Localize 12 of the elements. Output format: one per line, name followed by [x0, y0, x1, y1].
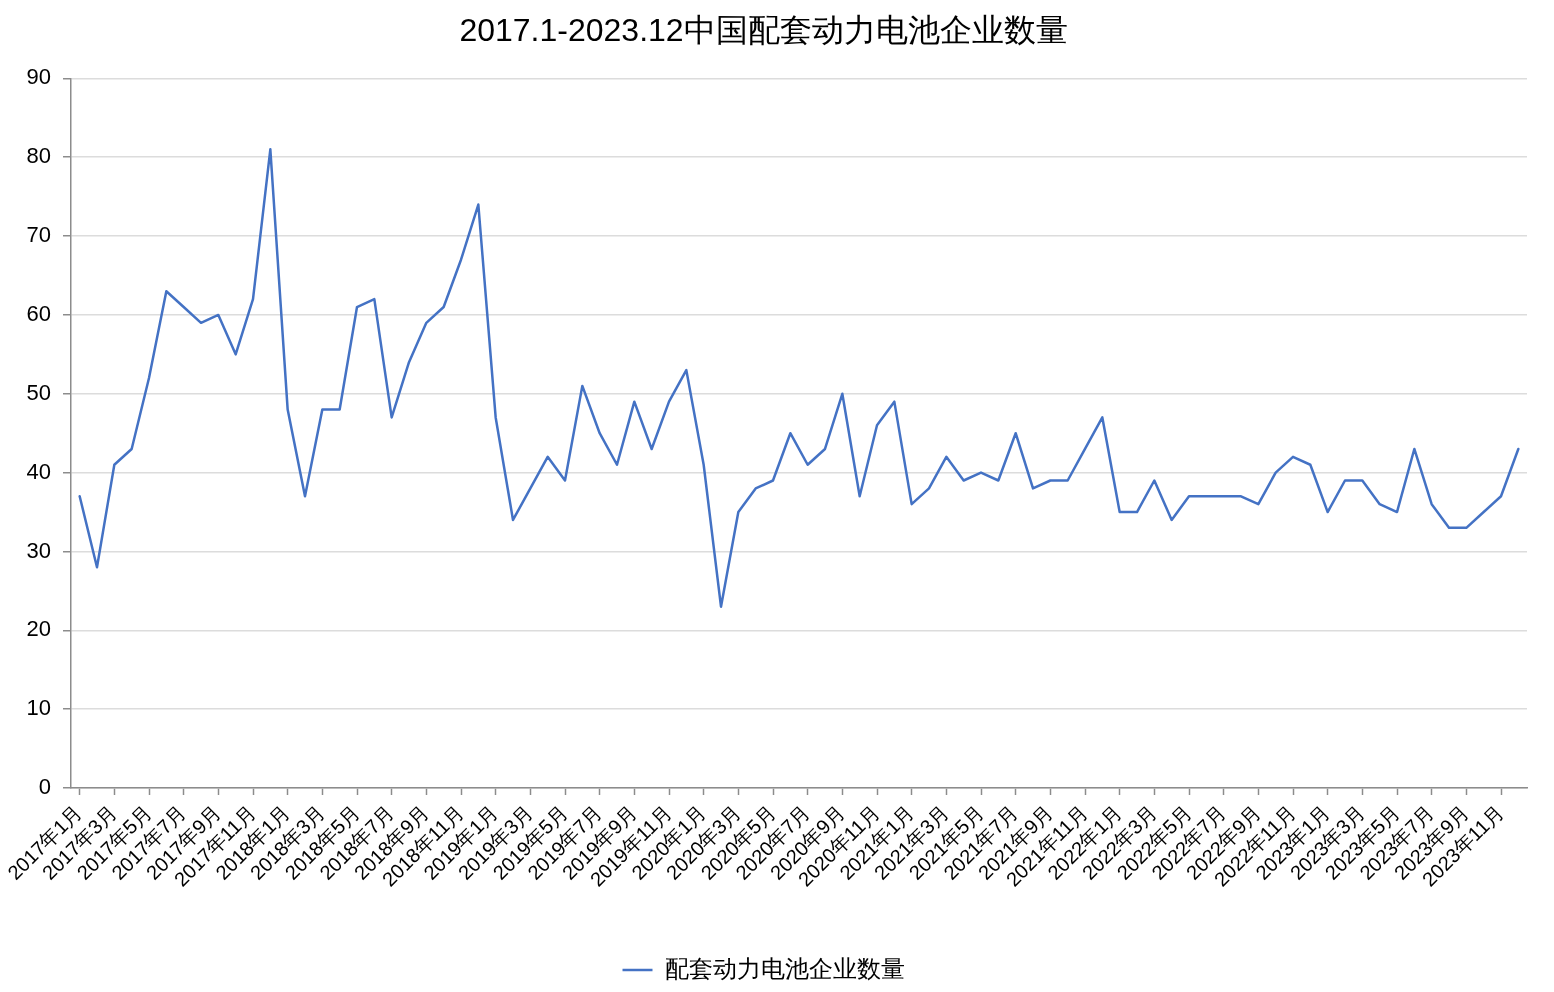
legend-label: 配套动力电池企业数量	[664, 954, 905, 982]
y-tick-label: 60	[26, 301, 51, 326]
y-tick-label: 90	[26, 64, 51, 90]
y-tick-label: 30	[26, 537, 51, 563]
y-tick-label: 0	[38, 774, 51, 800]
y-tick-label: 20	[26, 616, 51, 642]
y-tick-label: 50	[26, 379, 51, 405]
y-tick-label: 80	[26, 143, 51, 169]
y-tick-label: 10	[26, 695, 51, 721]
y-tick-label: 40	[26, 458, 51, 484]
chart-title: 2017.1-2023.12中国配套动力电池企业数量	[459, 12, 1068, 49]
y-tick-label: 70	[26, 222, 51, 248]
